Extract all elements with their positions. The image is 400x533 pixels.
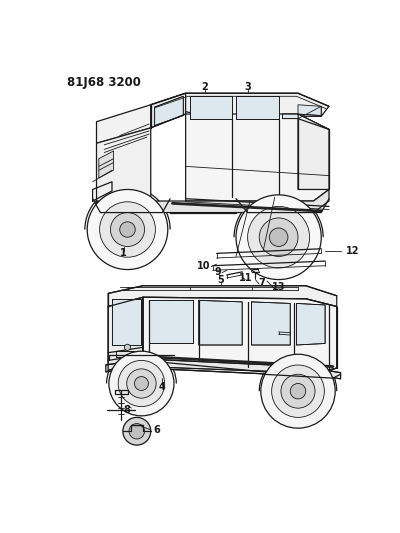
Text: 9: 9 [214, 267, 221, 277]
Circle shape [87, 189, 168, 270]
Circle shape [281, 374, 315, 408]
Circle shape [134, 377, 148, 391]
Circle shape [127, 369, 156, 398]
Text: 8: 8 [123, 405, 130, 415]
Text: 6: 6 [153, 425, 160, 435]
Polygon shape [99, 151, 114, 178]
Text: 10: 10 [197, 262, 210, 271]
Polygon shape [151, 93, 329, 116]
Polygon shape [116, 351, 139, 357]
Circle shape [269, 228, 288, 246]
Circle shape [272, 365, 324, 417]
Text: 4: 4 [159, 382, 166, 392]
Circle shape [236, 195, 321, 280]
Polygon shape [108, 286, 337, 306]
Polygon shape [199, 301, 242, 345]
Circle shape [248, 206, 310, 268]
Polygon shape [282, 105, 321, 119]
Circle shape [124, 344, 130, 350]
Circle shape [261, 354, 335, 428]
Circle shape [118, 360, 165, 407]
Polygon shape [96, 105, 151, 143]
Polygon shape [112, 299, 142, 345]
Text: 2: 2 [202, 82, 208, 92]
Circle shape [259, 218, 298, 256]
Polygon shape [143, 297, 337, 376]
Text: 13: 13 [272, 282, 285, 292]
Polygon shape [296, 303, 325, 345]
Text: 81J68 3200: 81J68 3200 [67, 76, 141, 88]
Polygon shape [108, 297, 143, 370]
Circle shape [100, 202, 155, 257]
Circle shape [110, 213, 144, 246]
Polygon shape [186, 114, 329, 201]
Circle shape [290, 384, 306, 399]
Text: 12: 12 [346, 246, 360, 256]
Text: 11: 11 [238, 273, 252, 283]
Circle shape [129, 424, 144, 439]
Polygon shape [151, 93, 186, 128]
Text: 5: 5 [217, 276, 224, 285]
Circle shape [120, 222, 135, 237]
Circle shape [123, 417, 151, 445]
Polygon shape [236, 95, 279, 119]
Polygon shape [149, 301, 193, 343]
Polygon shape [298, 114, 329, 189]
Circle shape [109, 351, 174, 416]
Text: 1: 1 [120, 248, 127, 259]
Polygon shape [96, 128, 151, 213]
Polygon shape [155, 96, 183, 126]
Polygon shape [96, 189, 329, 213]
Text: 7: 7 [258, 278, 265, 288]
Polygon shape [190, 95, 232, 119]
Polygon shape [252, 302, 290, 345]
Text: 3: 3 [244, 82, 251, 92]
Polygon shape [115, 390, 128, 394]
Polygon shape [106, 359, 341, 379]
